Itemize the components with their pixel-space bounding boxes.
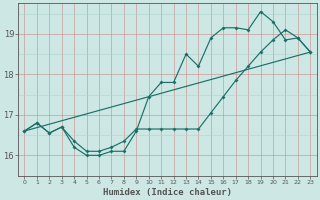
X-axis label: Humidex (Indice chaleur): Humidex (Indice chaleur) (103, 188, 232, 197)
